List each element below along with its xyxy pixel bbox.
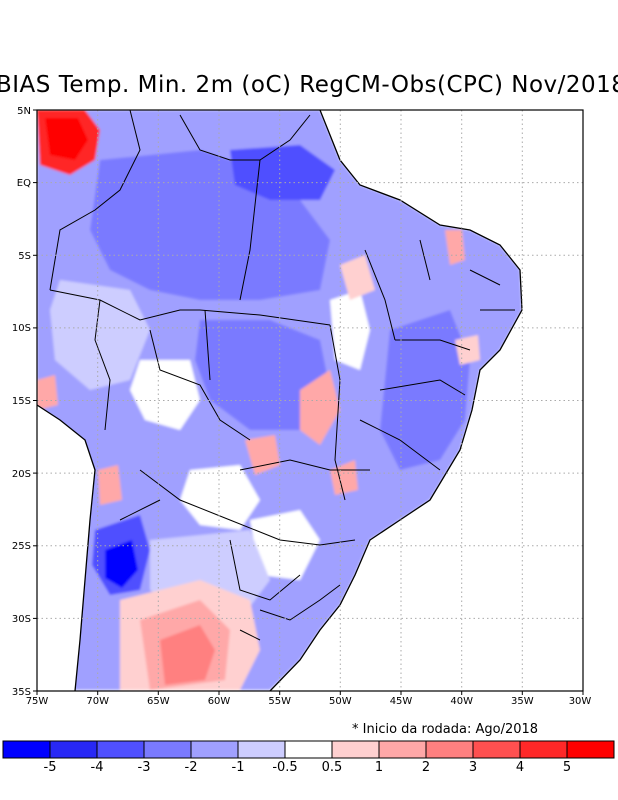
colorbar-box (378, 740, 427, 759)
map-title-text: BIAS Temp. Min. 2m (oC) RegCM-Obs(CPC) N… (0, 72, 618, 98)
region-white-1 (130, 360, 200, 430)
lon-label: 70W (86, 696, 109, 707)
colorbar-label: -5 (44, 760, 57, 775)
lon-label: 50W (329, 696, 352, 707)
lon-label: 35W (511, 696, 534, 707)
region-med-blue-east (380, 310, 470, 470)
colorbar-box (190, 740, 239, 759)
colorbar-box (96, 740, 145, 759)
lon-label: 40W (450, 696, 473, 707)
lat-label: EQ (17, 178, 31, 189)
region-blue-north (230, 145, 335, 200)
region-white-3 (180, 465, 260, 530)
gridlines (37, 110, 583, 691)
colorbar-label: 5 (563, 760, 571, 775)
political-borders (49, 110, 515, 641)
colorbar-label: -4 (91, 760, 104, 775)
lat-label: 20S (12, 469, 31, 480)
lat-label: 10S (12, 323, 31, 334)
lat-axis: 5N EQ 5S 10S 15S 20S 25S 30S 35S (12, 106, 31, 698)
colorbar-label: -1 (232, 760, 245, 775)
pacific-ocean (37, 405, 95, 691)
region-pink-1 (300, 370, 340, 445)
colorbar-labels: -5 -4 -3 -2 -1 -0.5 0.5 1 2 3 4 5 (44, 760, 572, 775)
colorbar-box (425, 740, 474, 759)
lat-label: 5N (17, 106, 31, 117)
lon-label: 30W (569, 696, 592, 707)
colorbar-label: 1 (375, 760, 383, 775)
lat-ticks (33, 109, 37, 692)
run-start-note: * Inicio da rodada: Ago/2018 (352, 722, 539, 737)
atlantic-ocean (270, 110, 583, 691)
lon-label: 45W (390, 696, 413, 707)
lat-label: 15S (12, 396, 31, 407)
region-pink-andes (98, 465, 122, 505)
colorbar-label: -0.5 (272, 760, 297, 775)
lon-label: 65W (147, 696, 170, 707)
lon-label: 75W (26, 696, 49, 707)
colorbar-label: -3 (138, 760, 151, 775)
bias-map: 5N EQ 5S 10S 15S 20S 25S 30S 35S 75W 70W… (12, 106, 592, 707)
colorbar-label: -2 (185, 760, 198, 775)
region-light-west (50, 280, 150, 390)
colorbar-box (2, 740, 51, 759)
lat-label: 35S (12, 687, 31, 698)
colorbar-box (331, 740, 380, 759)
lat-label: 5S (18, 251, 31, 262)
colorbar-label: 2 (422, 760, 430, 775)
region-red-nw-core (45, 118, 88, 160)
region-pink-2 (245, 435, 280, 475)
region-med-blue-center (195, 320, 330, 430)
colorbar-boxes (2, 740, 615, 759)
colorbar-label: 3 (469, 760, 477, 775)
lon-ticks (36, 691, 584, 695)
coastline (269, 110, 523, 691)
colorbar-box (284, 740, 333, 759)
lat-label: 30S (12, 614, 31, 625)
colorbar-box (519, 740, 568, 759)
region-red-south-core (160, 625, 215, 685)
lon-label: 60W (208, 696, 231, 707)
colorbar-label: 0.5 (322, 760, 343, 775)
colorbar-box (143, 740, 192, 759)
map-title: BIAS Temp. Min. 2m (oC) RegCM-Obs(CPC) N… (0, 72, 618, 98)
colorbar-box (472, 740, 521, 759)
region-deep-blue-andes (105, 540, 138, 588)
colorbar-box (237, 740, 286, 759)
colorbar-label: 4 (516, 760, 524, 775)
region-pink-4 (445, 230, 465, 265)
lat-label: 25S (12, 541, 31, 552)
region-white-4 (250, 510, 320, 580)
region-pink-west (37, 375, 58, 410)
map-field (37, 110, 583, 691)
lon-label: 55W (268, 696, 291, 707)
lon-axis: 75W 70W 65W 60W 55W 50W 45W 40W 35W 30W (26, 696, 592, 707)
colorbar-box (566, 740, 615, 759)
region-pink-3 (340, 255, 375, 300)
west-coastline (37, 404, 96, 691)
colorbar-box (49, 740, 98, 759)
